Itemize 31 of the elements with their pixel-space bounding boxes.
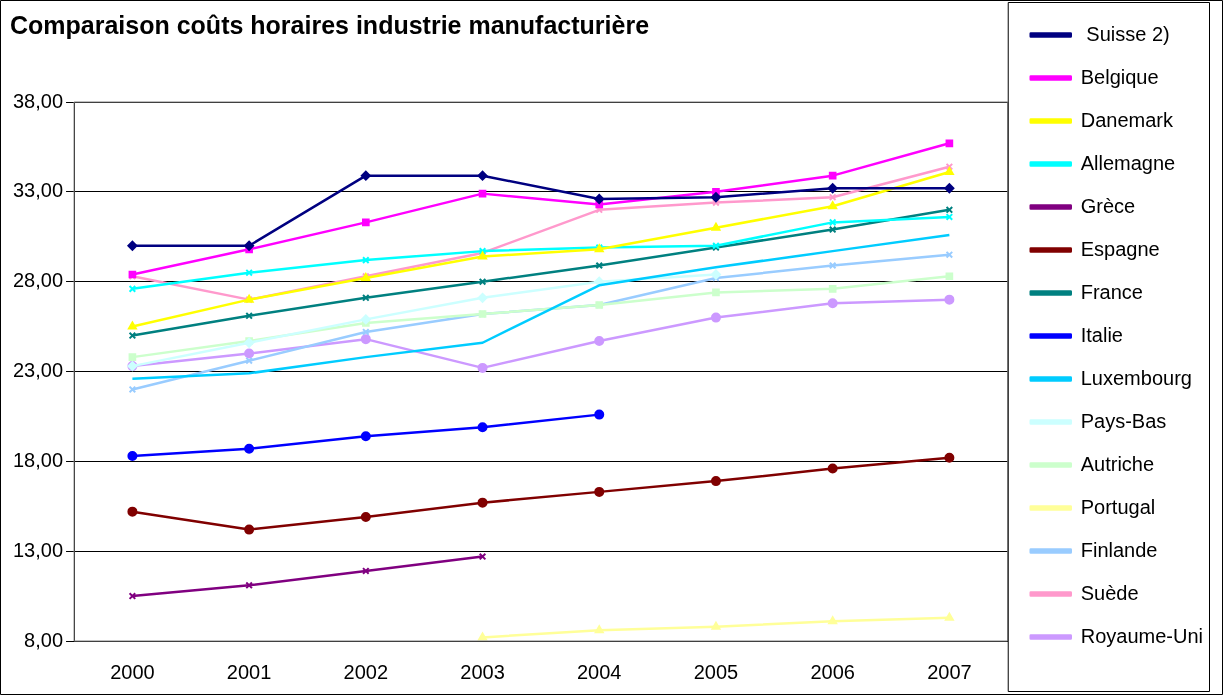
x-tick-label: 2003 (460, 660, 505, 683)
x-tick-label: 2002 (343, 660, 389, 683)
y-tick-label: 18,00 (12, 448, 64, 471)
y-tick-label: 38,00 (12, 89, 64, 112)
legend-label: Suède (1080, 581, 1139, 604)
x-tick-label: 2001 (226, 660, 272, 683)
x-tick-label: 2004 (577, 660, 622, 683)
chart-title: Comparaison coûts horaires industrie manufacturière (10, 10, 650, 39)
legend-label: Autriche (1080, 452, 1155, 475)
legend-label: Portugal (1080, 495, 1156, 518)
x-tick-label: 2005 (693, 660, 739, 683)
legend-label: Belgique (1080, 65, 1159, 88)
y-tick-label: 8,00 (24, 628, 64, 651)
legend-label: Allemagne (1080, 151, 1176, 174)
y-tick-label: 28,00 (12, 269, 64, 292)
legend-label: Italie (1080, 323, 1123, 346)
x-tick-label: 2000 (110, 660, 155, 683)
legend-label: Suisse 2) (1080, 22, 1170, 45)
legend-label: Danemark (1080, 108, 1174, 131)
x-tick-label: 2007 (927, 660, 972, 683)
legend-label: Grèce (1080, 194, 1136, 217)
legend-label: Royaume-Uni (1080, 624, 1203, 647)
x-tick-label: 2006 (810, 660, 855, 683)
legend-label: Finlande (1080, 538, 1158, 561)
y-tick-label: 23,00 (12, 359, 64, 382)
legend-label: Espagne (1080, 237, 1160, 260)
legend-label: Pays-Bas (1080, 409, 1167, 432)
y-tick-label: 13,00 (12, 538, 64, 561)
legend-label: Luxembourg (1080, 366, 1192, 389)
legend-label: France (1080, 280, 1143, 303)
y-tick-label: 33,00 (12, 179, 64, 202)
